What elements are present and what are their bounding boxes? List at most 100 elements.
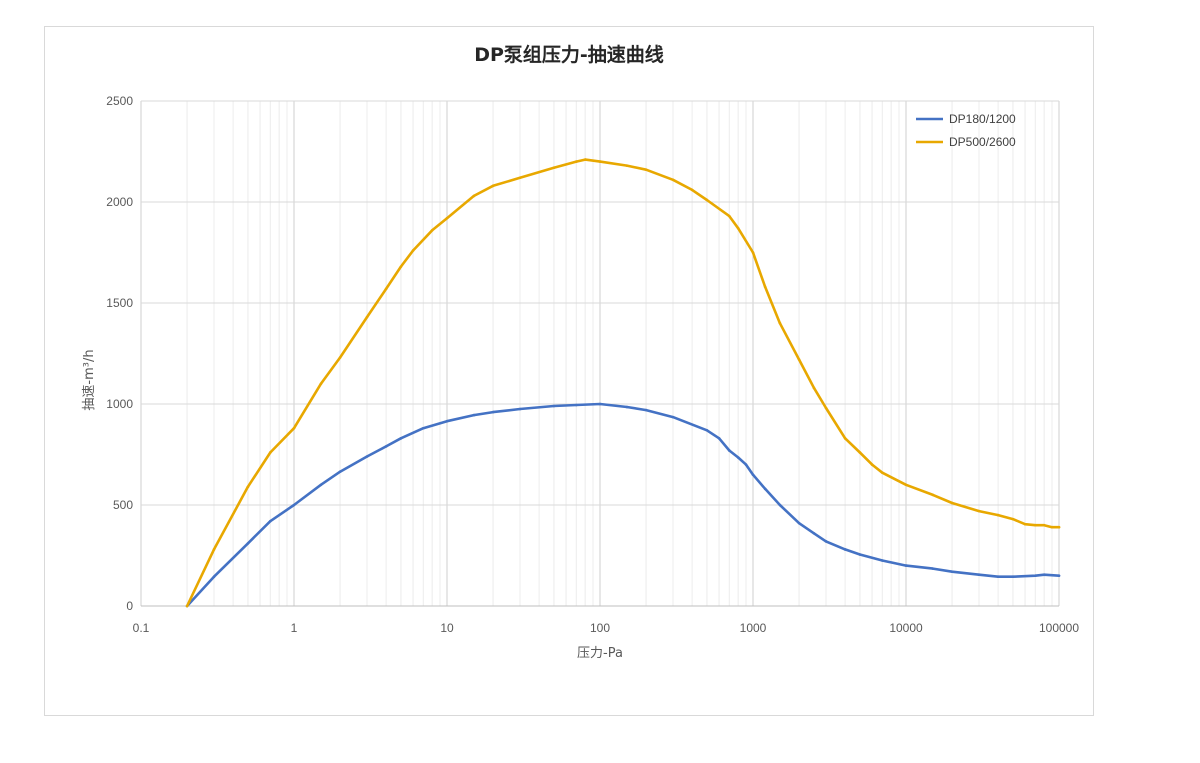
data-point-series-2 bbox=[598, 160, 602, 163]
data-point-series-2 bbox=[338, 356, 342, 359]
data-point-series-1 bbox=[763, 487, 767, 491]
data-point-series-2 bbox=[269, 451, 272, 454]
data-point-series-1 bbox=[797, 521, 801, 525]
data-point-series-1 bbox=[881, 559, 884, 562]
series-line-2 bbox=[185, 158, 1061, 608]
data-point-series-2 bbox=[1011, 517, 1015, 521]
x-tick-label: 10 bbox=[440, 621, 454, 635]
data-point-series-1 bbox=[778, 503, 782, 507]
data-point-series-2 bbox=[445, 216, 449, 220]
grid bbox=[140, 100, 1060, 607]
y-tick-label: 1500 bbox=[106, 296, 133, 310]
data-point-series-1 bbox=[858, 553, 862, 556]
data-point-series-2 bbox=[575, 160, 578, 163]
data-point-series-1 bbox=[625, 405, 629, 409]
data-point-series-2 bbox=[185, 604, 189, 608]
data-point-series-2 bbox=[858, 451, 862, 454]
data-point-series-2 bbox=[384, 287, 388, 291]
data-point-series-2 bbox=[625, 164, 629, 167]
data-point-series-2 bbox=[705, 198, 709, 202]
data-point-series-2 bbox=[797, 358, 801, 361]
data-point-series-1 bbox=[717, 437, 721, 440]
legend-label-2: DP500/2600 bbox=[949, 135, 1016, 149]
y-tick-label: 500 bbox=[113, 498, 133, 512]
data-point-series-1 bbox=[445, 419, 449, 423]
x-tick-label: 100 bbox=[590, 621, 610, 635]
x-tick-label: 0.1 bbox=[133, 621, 150, 635]
legend-label-1: DP180/1200 bbox=[949, 112, 1016, 126]
data-point-series-2 bbox=[931, 493, 935, 497]
data-point-series-2 bbox=[671, 178, 675, 182]
data-point-series-2 bbox=[430, 228, 434, 232]
data-point-series-1 bbox=[931, 567, 935, 570]
x-tick-label: 10000 bbox=[889, 621, 923, 635]
data-point-series-2 bbox=[870, 463, 874, 466]
pressure-speed-chart: 0.1 1 10 100 1000 10000 100000 0 500 1000 1500 2000… bbox=[82, 43, 1079, 661]
data-point-series-2 bbox=[881, 471, 884, 474]
chart-title: DP泵组压力-抽速曲线 bbox=[474, 43, 664, 66]
data-point-series-1 bbox=[824, 540, 828, 543]
data-point-series-2 bbox=[824, 406, 828, 410]
data-point-series-2 bbox=[728, 214, 731, 218]
data-point-series-2 bbox=[1050, 525, 1054, 529]
data-point-series-1 bbox=[977, 573, 981, 576]
data-point-series-2 bbox=[763, 285, 767, 289]
data-point-series-1 bbox=[246, 542, 250, 545]
data-point-series-2 bbox=[319, 382, 323, 386]
data-point-series-1 bbox=[292, 503, 296, 507]
data-point-series-2 bbox=[1042, 523, 1046, 527]
x-tick-label: 1000 bbox=[740, 621, 767, 635]
data-point-series-1 bbox=[904, 564, 908, 567]
data-point-series-1 bbox=[950, 570, 954, 573]
data-point-series-2 bbox=[751, 251, 755, 254]
data-point-series-1 bbox=[422, 426, 425, 430]
x-axis-label: 压力-Pa bbox=[577, 646, 623, 661]
data-point-series-2 bbox=[1023, 522, 1027, 526]
data-point-series-2 bbox=[996, 513, 1000, 517]
data-point-series-2 bbox=[736, 226, 740, 230]
data-point-series-1 bbox=[552, 404, 556, 408]
data-point-series-1 bbox=[575, 403, 578, 407]
data-point-series-2 bbox=[904, 483, 908, 487]
data-point-series-1 bbox=[996, 575, 1000, 579]
data-point-series-1 bbox=[384, 445, 388, 448]
data-point-series-1 bbox=[1011, 575, 1015, 579]
data-point-series-2 bbox=[950, 501, 954, 505]
chart-card: 0.1 1 10 100 1000 10000 100000 0 500 1000 1500 2000… bbox=[44, 26, 1094, 716]
data-point-series-1 bbox=[338, 470, 342, 473]
data-point-series-2 bbox=[552, 166, 556, 169]
data-point-series-1 bbox=[1057, 574, 1061, 577]
y-axis-label: 抽速-m³/h bbox=[82, 349, 97, 410]
data-point-series-2 bbox=[644, 168, 648, 171]
data-point-series-2 bbox=[472, 194, 476, 198]
data-point-series-2 bbox=[246, 485, 250, 489]
data-point-series-1 bbox=[212, 575, 216, 579]
series-line-1 bbox=[185, 402, 1061, 608]
data-point-series-2 bbox=[690, 188, 694, 192]
data-point-series-1 bbox=[319, 483, 323, 487]
legend: DP180/1200 DP500/2600 bbox=[916, 112, 1016, 149]
data-point-series-2 bbox=[411, 249, 415, 252]
data-point-series-1 bbox=[736, 456, 740, 459]
data-point-series-1 bbox=[518, 407, 522, 411]
y-tick-label: 0 bbox=[126, 599, 133, 613]
data-point-series-1 bbox=[399, 437, 403, 440]
data-point-series-1 bbox=[365, 455, 369, 458]
y-tick-label: 2000 bbox=[106, 195, 133, 209]
data-point-series-1 bbox=[1034, 574, 1037, 577]
y-tick-label: 1000 bbox=[106, 397, 133, 411]
data-point-series-1 bbox=[705, 428, 709, 432]
axes: 0.1 1 10 100 1000 10000 100000 0 500 1000 1500 2000… bbox=[106, 94, 1079, 635]
data-point-series-2 bbox=[1057, 525, 1061, 529]
data-point-series-2 bbox=[491, 184, 495, 188]
data-point-series-2 bbox=[1034, 523, 1037, 527]
x-tick-label: 1 bbox=[291, 621, 298, 635]
data-point-series-1 bbox=[472, 413, 476, 417]
data-point-series-1 bbox=[671, 415, 675, 419]
data-point-series-2 bbox=[212, 548, 216, 551]
data-point-series-2 bbox=[292, 426, 296, 430]
series bbox=[185, 158, 1061, 608]
data-point-series-1 bbox=[598, 402, 602, 406]
data-point-series-2 bbox=[365, 315, 369, 319]
data-point-series-2 bbox=[399, 265, 403, 268]
